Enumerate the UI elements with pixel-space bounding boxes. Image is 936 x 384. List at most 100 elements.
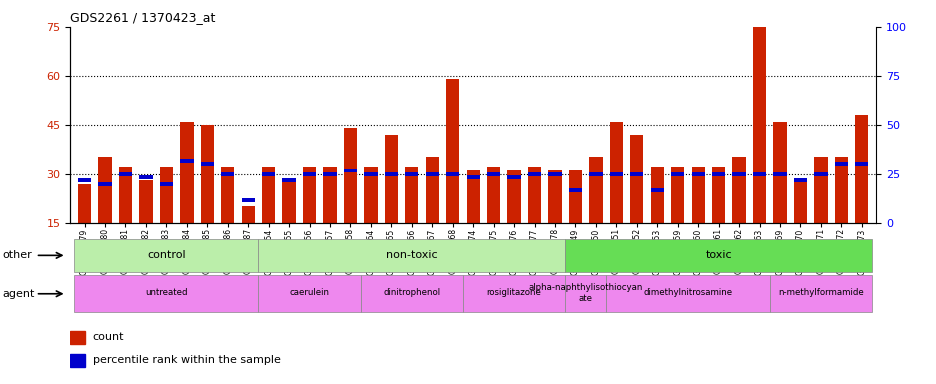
Bar xyxy=(360,275,462,312)
Bar xyxy=(609,172,622,176)
Bar xyxy=(855,162,868,166)
Bar xyxy=(630,172,643,176)
Bar xyxy=(568,170,581,272)
Bar xyxy=(119,167,132,272)
Bar xyxy=(732,172,745,176)
Bar xyxy=(793,180,806,272)
Bar xyxy=(507,170,520,272)
Bar xyxy=(732,157,745,272)
Bar xyxy=(711,167,724,272)
Text: caerulein: caerulein xyxy=(289,288,329,298)
Bar xyxy=(159,182,173,185)
Bar xyxy=(78,178,91,182)
Bar xyxy=(323,167,336,272)
Bar xyxy=(221,167,234,272)
Bar xyxy=(630,135,643,272)
Bar xyxy=(609,122,622,272)
Bar xyxy=(78,184,91,272)
Bar xyxy=(855,115,868,272)
Text: dinitrophenol: dinitrophenol xyxy=(383,288,440,298)
Bar xyxy=(487,172,500,176)
Bar xyxy=(404,167,418,272)
Bar xyxy=(323,172,336,176)
Bar xyxy=(139,180,153,272)
Bar xyxy=(462,275,564,312)
Bar xyxy=(221,172,234,176)
Bar xyxy=(119,172,132,176)
Bar xyxy=(772,122,786,272)
Bar xyxy=(364,172,377,176)
Bar xyxy=(711,172,724,176)
Bar xyxy=(670,172,683,176)
Bar xyxy=(159,167,173,272)
Bar xyxy=(548,172,561,176)
Text: toxic: toxic xyxy=(705,250,731,260)
Bar xyxy=(425,157,438,272)
Bar xyxy=(752,27,766,272)
Bar xyxy=(568,188,581,192)
Bar xyxy=(344,128,357,272)
Bar xyxy=(70,331,85,344)
Bar xyxy=(650,167,664,272)
Bar xyxy=(180,122,194,272)
Bar xyxy=(527,172,541,176)
Bar xyxy=(258,239,564,272)
Bar xyxy=(813,172,826,176)
Bar xyxy=(813,157,826,272)
Bar xyxy=(606,275,768,312)
Bar xyxy=(793,178,806,182)
Text: rosiglitazone: rosiglitazone xyxy=(486,288,541,298)
Bar xyxy=(466,170,479,272)
Text: untreated: untreated xyxy=(145,288,187,298)
Text: percentile rank within the sample: percentile rank within the sample xyxy=(93,356,281,366)
Bar xyxy=(834,157,847,272)
Bar xyxy=(446,172,459,176)
Bar xyxy=(241,198,255,202)
Text: agent: agent xyxy=(3,289,36,299)
Bar xyxy=(589,172,602,176)
Bar xyxy=(691,167,704,272)
Bar xyxy=(74,239,258,272)
Text: non-toxic: non-toxic xyxy=(386,250,437,260)
Text: alpha-naphthylisothiocyan
ate: alpha-naphthylisothiocyan ate xyxy=(528,283,642,303)
Bar xyxy=(344,169,357,172)
Bar xyxy=(507,175,520,179)
Bar xyxy=(589,157,602,272)
Bar xyxy=(752,172,766,176)
Bar xyxy=(302,167,315,272)
Bar xyxy=(670,167,683,272)
Text: dimethylnitrosamine: dimethylnitrosamine xyxy=(643,288,732,298)
Bar xyxy=(385,135,398,272)
Bar xyxy=(74,275,258,312)
Bar xyxy=(241,207,255,272)
Text: control: control xyxy=(147,250,185,260)
Bar xyxy=(98,157,111,272)
Bar xyxy=(70,354,85,367)
Bar xyxy=(364,167,377,272)
Bar xyxy=(466,175,479,179)
Bar xyxy=(262,172,275,176)
Bar xyxy=(564,275,606,312)
Bar xyxy=(446,79,459,272)
Bar xyxy=(768,275,871,312)
Bar xyxy=(834,162,847,166)
Bar xyxy=(200,162,213,166)
Bar xyxy=(282,180,296,272)
Bar xyxy=(404,172,418,176)
Bar xyxy=(650,188,664,192)
Bar xyxy=(425,172,438,176)
Text: GDS2261 / 1370423_at: GDS2261 / 1370423_at xyxy=(70,11,215,24)
Bar xyxy=(262,167,275,272)
Bar xyxy=(385,172,398,176)
Bar xyxy=(180,159,194,163)
Text: n-methylformamide: n-methylformamide xyxy=(777,288,863,298)
Bar xyxy=(98,182,111,185)
Bar xyxy=(282,178,296,182)
Text: count: count xyxy=(93,333,124,343)
Bar xyxy=(200,125,213,272)
Bar xyxy=(691,172,704,176)
Bar xyxy=(564,239,871,272)
Bar xyxy=(772,172,786,176)
Bar xyxy=(139,175,153,179)
Bar xyxy=(548,170,561,272)
